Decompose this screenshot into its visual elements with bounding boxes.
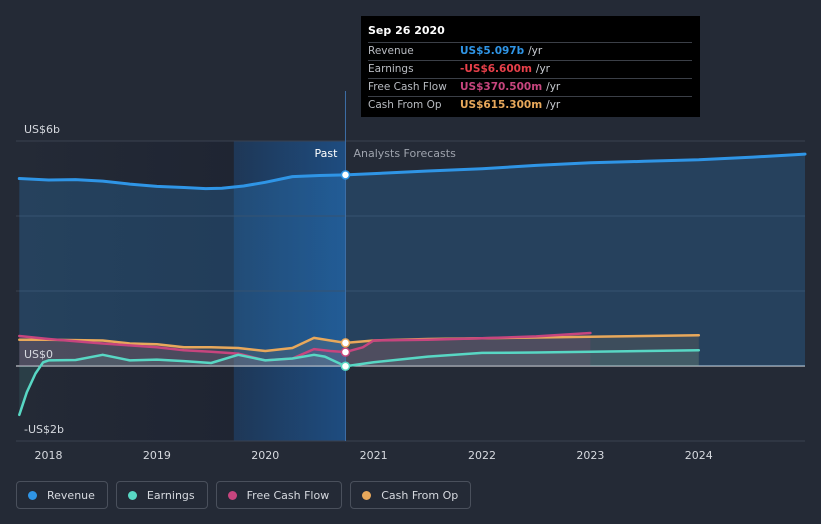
series-line-earnings: [18, 349, 701, 417]
tooltip-row-earnings: Earnings -US$6.600m /yr: [368, 60, 692, 78]
highlight-point-cash-from-op: [340, 338, 351, 348]
tooltip-unit: /yr: [528, 45, 543, 57]
legend-label: Revenue: [47, 488, 95, 502]
legend-item-revenue[interactable]: Revenue: [16, 481, 108, 509]
series-area-free-cash-flow: [19, 333, 591, 366]
x-tick-label: 2024: [685, 449, 713, 462]
earnings-dot-icon: [127, 490, 137, 500]
forecast-label: Analysts Forecasts: [353, 147, 456, 160]
tooltip-value: US$5.097b: [460, 45, 525, 57]
tooltip-unit: /yr: [546, 81, 561, 93]
cash-from-op-dot-icon: [362, 490, 372, 500]
past-label: Past: [315, 147, 339, 160]
highlight-point-revenue: [340, 170, 351, 180]
free-cash-flow-dot-icon: [227, 490, 237, 500]
tooltip-value: US$370.500m: [460, 81, 543, 93]
series-area-revenue: [19, 154, 806, 366]
tooltip: Sep 26 2020 Revenue US$5.097b /yr Earnin…: [361, 16, 700, 117]
tooltip-row-free-cash-flow: Free Cash Flow US$370.500m /yr: [368, 78, 692, 96]
tooltip-unit: /yr: [546, 99, 561, 111]
legend-item-cash-from-op[interactable]: Cash From Op: [350, 481, 472, 509]
tooltip-row-revenue: Revenue US$5.097b /yr: [368, 42, 692, 60]
highlight-point-free-cash-flow: [340, 347, 351, 357]
series-area-cash-from-op: [19, 335, 699, 366]
x-tick-label: 2022: [468, 449, 496, 462]
x-tick-label: 2018: [35, 449, 63, 462]
tooltip-label: Cash From Op: [368, 99, 442, 111]
x-tick-label: 2023: [576, 449, 604, 462]
legend: Revenue Earnings Free Cash Flow Cash Fro…: [16, 481, 472, 509]
y-tick-label: US$0: [24, 348, 53, 361]
tooltip-unit: /yr: [535, 63, 550, 75]
y-tick-label: US$6b: [24, 123, 60, 136]
tooltip-value: -US$6.600m: [460, 63, 532, 75]
legend-label: Earnings: [146, 488, 195, 502]
y-tick-label: -US$2b: [24, 423, 64, 436]
tooltip-row-cash-from-op: Cash From Op US$615.300m /yr: [368, 96, 692, 114]
x-tick-label: 2020: [251, 449, 279, 462]
series-area-earnings: [19, 350, 699, 415]
x-tick-label: 2019: [143, 449, 171, 462]
x-tick-label: 2021: [360, 449, 388, 462]
legend-label: Free Cash Flow: [246, 488, 330, 502]
revenue-dot-icon: [28, 490, 37, 500]
series-line-revenue: [17, 152, 807, 191]
highlight-point-earnings: [340, 361, 351, 371]
legend-item-free-cash-flow[interactable]: Free Cash Flow: [215, 481, 343, 509]
tooltip-label: Earnings: [368, 63, 414, 75]
tooltip-date: Sep 26 2020: [368, 24, 445, 37]
tooltip-label: Free Cash Flow: [368, 81, 447, 93]
tooltip-value: US$615.300m: [460, 99, 543, 111]
tooltip-label: Revenue: [368, 45, 414, 57]
legend-label: Cash From Op: [381, 488, 459, 502]
legend-item-earnings[interactable]: Earnings: [115, 481, 208, 509]
